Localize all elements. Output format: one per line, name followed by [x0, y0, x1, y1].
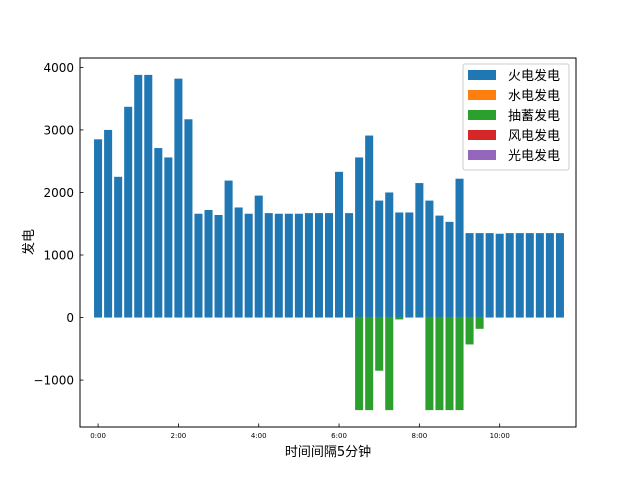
bar-series-2: [395, 317, 404, 320]
bar-series-0: [465, 233, 474, 318]
bar-series-0: [485, 233, 494, 318]
bar-series-0: [365, 135, 374, 318]
bar-series-0: [274, 213, 283, 318]
bar-series-0: [194, 213, 203, 318]
bar-series-2: [385, 317, 394, 411]
bar-series-0: [144, 74, 153, 318]
bar-series-0: [405, 212, 414, 318]
y-tick-label: 2000: [43, 186, 74, 200]
y-tick-label: 0: [66, 311, 74, 325]
bar-series-2: [435, 317, 444, 411]
legend-label: 水电发电: [508, 88, 560, 104]
bar-series-0: [124, 106, 133, 318]
bar-series-0: [134, 74, 143, 318]
legend-swatch: [468, 150, 496, 160]
bar-series-0: [204, 209, 213, 318]
bar-series-0: [515, 233, 524, 318]
bar-series-0: [425, 200, 434, 318]
y-tick-label: 3000: [43, 123, 74, 137]
bar-series-0: [345, 213, 354, 318]
bar-series-0: [94, 139, 103, 318]
x-tick-label: 8:00: [412, 432, 428, 440]
bar-series-0: [184, 119, 193, 318]
bar-series-2: [365, 317, 374, 411]
x-tick-label: 2:00: [171, 432, 187, 440]
x-axis-label: 时间间隔5分钟: [285, 444, 371, 460]
bar-series-2: [475, 317, 484, 329]
bar-series-0: [324, 213, 334, 318]
bar-series-0: [254, 195, 263, 318]
legend-label: 光电发电: [508, 148, 560, 164]
bar-series-0: [304, 213, 313, 318]
legend-swatch: [468, 90, 496, 100]
bar-series-0: [385, 192, 394, 318]
bar-series-0: [314, 213, 323, 318]
bar-series-2: [465, 317, 474, 345]
y-tick-label: 4000: [43, 61, 74, 75]
bar-series-0: [294, 213, 303, 318]
legend-label: 风电发电: [508, 128, 560, 144]
bar-series-0: [445, 221, 454, 318]
bar-series-0: [355, 157, 364, 318]
bar-series-0: [415, 183, 424, 318]
bar-series-0: [154, 148, 163, 318]
bar-series-0: [264, 213, 273, 318]
bar-series-0: [555, 233, 564, 318]
bar-series-0: [114, 176, 123, 318]
bar-series-0: [435, 215, 444, 318]
bar-series-0: [545, 233, 554, 318]
x-tick-label: 10:00: [490, 432, 510, 440]
bar-series-0: [284, 213, 293, 318]
bar-series-2: [455, 317, 464, 411]
bar-series-0: [234, 207, 243, 318]
bar-series-0: [525, 233, 534, 318]
x-axis: 0:00 2:00 4:00 6:00 8:00 10:00: [90, 423, 510, 440]
y-tick-label: 1000: [43, 249, 74, 263]
bar-series-2: [355, 317, 364, 411]
y-axis: −1000 0 1000 2000 3000 4000: [33, 61, 84, 388]
bar-series-0: [535, 233, 544, 318]
legend-swatch: [468, 110, 496, 120]
bar-series-0: [174, 78, 183, 318]
y-tick-label: −1000: [33, 374, 74, 388]
x-tick-label: 4:00: [251, 432, 267, 440]
bar-series-0: [214, 214, 223, 318]
bar-series-2: [425, 317, 434, 411]
legend-label: 火电发电: [508, 68, 560, 84]
bar-series-0: [375, 200, 384, 318]
bar-series-0: [495, 233, 504, 318]
bar-series-0: [475, 233, 484, 318]
bar-series-0: [224, 180, 233, 318]
bar-series-0: [395, 212, 404, 318]
bar-series-0: [164, 157, 173, 318]
bar-series-2: [445, 317, 454, 411]
x-tick-label: 0:00: [90, 432, 106, 440]
bar-group: [94, 74, 564, 411]
x-tick-label: 6:00: [331, 432, 347, 440]
bar-series-0: [244, 213, 253, 318]
bar-series-0: [104, 129, 113, 318]
bar-series-0: [335, 171, 344, 318]
legend-swatch: [468, 130, 496, 140]
y-axis-label: 发电: [21, 229, 37, 255]
bar-series-2: [375, 317, 384, 371]
bar-series-0: [505, 233, 514, 318]
plot-frame: [79, 57, 577, 428]
legend-swatch: [468, 70, 496, 80]
bar-series-0: [455, 178, 464, 318]
legend-label: 抽蓄发电: [508, 108, 560, 124]
